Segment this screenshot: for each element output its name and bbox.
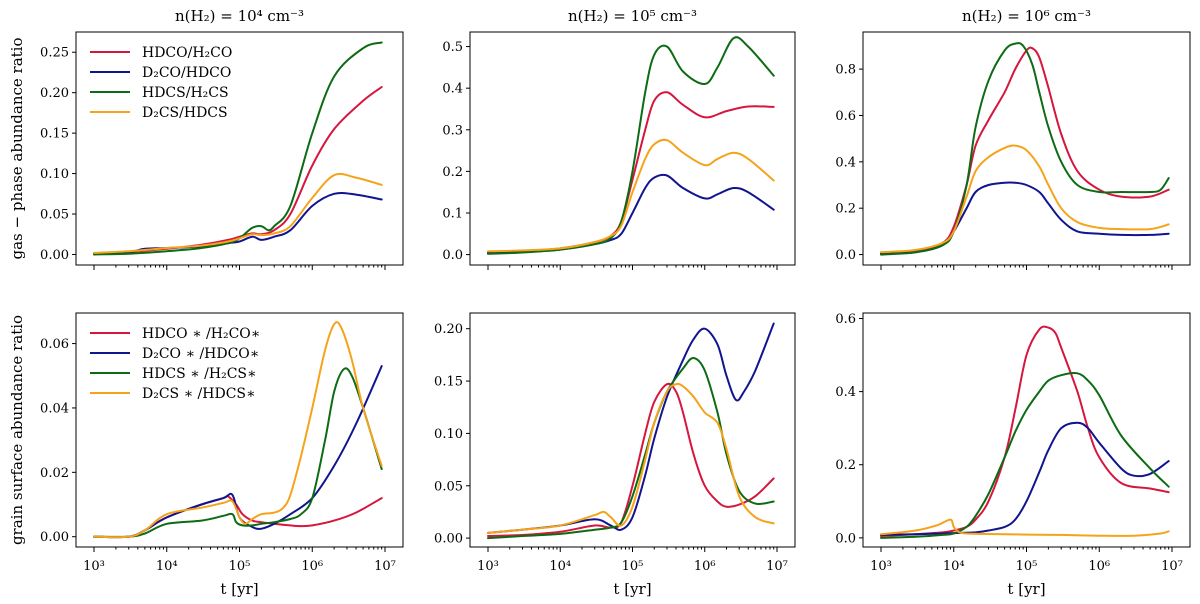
x-tick-label: 10⁷	[766, 559, 788, 574]
series-line-4	[487, 382, 775, 534]
series-line-1	[487, 91, 775, 254]
axes-frame	[75, 31, 404, 266]
y-axis-label: gas − phase abundance ratio	[8, 38, 26, 260]
legend-label: D₂CO ∗ /HDCO∗	[142, 346, 259, 362]
series-line-4	[93, 172, 383, 254]
panel-grain-1e4: 0.00 0.02 0.04 0.06 10³ 10⁴ 10⁵ 10⁶ 10⁷ t [yr] gra…	[8, 312, 404, 598]
x-tick-label: 10³	[477, 559, 499, 574]
series-line-1	[93, 86, 383, 255]
legend-label: HDCS/H₂CS	[142, 85, 229, 101]
series-line-1	[880, 46, 1170, 255]
y-axis-label: grain surface abundance ratio	[8, 315, 26, 545]
y-tick-label: 0.0	[835, 531, 856, 546]
series-line-3	[93, 41, 383, 256]
series-line-2	[487, 322, 775, 534]
x-tick-label: 10⁴	[156, 559, 178, 574]
y-tick-label: 0.0	[442, 248, 463, 263]
series-line-2	[93, 191, 383, 255]
y-tick-label: 0.02	[40, 466, 69, 481]
series-line-1	[487, 382, 775, 537]
legend-label: HDCO/H₂CO	[142, 45, 232, 61]
y-tick-label: 0.3	[442, 123, 463, 138]
y-tick-label: 0.4	[835, 385, 856, 400]
x-axis-label: t [yr]	[613, 580, 651, 598]
series-line-4	[93, 321, 383, 539]
legend-label: HDCO ∗ /H₂CO∗	[142, 326, 260, 342]
axes-frame	[469, 312, 796, 548]
panel-gas-1e6: 0.0 0.2 0.4 0.6 0.8 n(H₂) = 10⁶ cm⁻³	[835, 7, 1191, 270]
y-tick-label: 0.04	[40, 401, 69, 416]
series-line-4	[880, 518, 1170, 537]
x-axis-label: t [yr]	[1007, 580, 1045, 598]
series-line-4	[880, 144, 1170, 254]
y-tick-label: 0.15	[40, 127, 69, 142]
x-tick-label: 10⁷	[1161, 559, 1183, 574]
legend-label: HDCS ∗ /H₂CS∗	[142, 366, 257, 382]
y-tick-label: 0.00	[40, 248, 69, 263]
y-tick-label: 0.5	[442, 40, 463, 55]
panel-grain-1e6: 0.0 0.2 0.4 0.6 10³ 10⁴ 10⁵ 10⁶ 10⁷ t [yr]	[835, 312, 1191, 598]
legend-label: D₂CO/HDCO	[142, 65, 231, 81]
y-tick-label: 0.2	[835, 458, 856, 473]
x-tick-label: 10⁵	[622, 559, 644, 574]
legend-label: D₂CS/HDCS	[142, 105, 228, 121]
x-tick-label: 10³	[83, 559, 105, 574]
y-tick-label: 0.6	[835, 312, 856, 327]
x-tick-label: 10³	[870, 559, 892, 574]
y-tick-label: 0.15	[434, 375, 463, 390]
y-tick-label: 0.1	[442, 206, 463, 221]
y-tick-label: 0.25	[40, 46, 69, 61]
y-tick-label: 0.06	[40, 337, 69, 352]
x-tick-label: 10⁶	[1088, 559, 1110, 574]
x-tick-label: 10⁴	[943, 559, 965, 574]
axes-frame	[469, 31, 796, 266]
legend-label: D₂CS ∗ /HDCS∗	[142, 386, 256, 402]
axes-frame	[862, 312, 1191, 548]
y-tick-label: 0.05	[40, 208, 69, 223]
y-tick-label: 0.2	[442, 165, 463, 180]
y-tick-label: 0.4	[835, 155, 856, 170]
series-line-3	[487, 36, 775, 255]
panel-title: n(H₂) = 10⁵ cm⁻³	[568, 7, 697, 25]
panel-title: n(H₂) = 10⁴ cm⁻³	[175, 7, 304, 25]
y-tick-label: 0.00	[40, 530, 69, 545]
x-tick-label: 10⁴	[549, 559, 571, 574]
y-tick-label: 0.20	[40, 86, 69, 101]
y-tick-label: 0.8	[835, 63, 856, 78]
y-tick-label: 0.05	[434, 479, 463, 494]
series-line-1	[93, 495, 383, 539]
y-tick-label: 0.10	[40, 167, 69, 182]
y-tick-label: 0.6	[835, 109, 856, 124]
panel-grain-1e5: 0.00 0.05 0.10 0.15 0.20 10³ 10⁴ 10⁵ 10⁶ 10⁷ t [yr…	[434, 312, 796, 598]
series-line-1	[880, 325, 1170, 537]
x-tick-label: 10⁶	[301, 559, 323, 574]
y-tick-label: 0.10	[434, 427, 463, 442]
y-tick-label: 0.0	[835, 248, 856, 263]
y-tick-label: 0.20	[434, 322, 463, 337]
series-line-2	[880, 181, 1170, 255]
x-tick-label: 10⁶	[694, 559, 716, 574]
y-tick-label: 0.00	[434, 532, 463, 547]
panel-title: n(H₂) = 10⁶ cm⁻³	[962, 7, 1091, 25]
panel-gas-1e4: 0.00 0.05 0.10 0.15 0.20 0.25 n(H₂) = 10⁴ cm⁻³…	[8, 7, 404, 270]
y-tick-label: 0.2	[835, 202, 856, 217]
x-axis-label: t [yr]	[220, 580, 258, 598]
panel-gas-1e5: 0.0 0.1 0.2 0.3 0.4 0.5 n(H₂) = 10⁵ cm⁻³	[442, 7, 796, 270]
x-tick-label: 10⁵	[229, 559, 251, 574]
series-line-4	[487, 138, 775, 253]
series-line-3	[880, 372, 1170, 539]
y-tick-label: 0.4	[442, 82, 463, 97]
series-line-2	[880, 421, 1170, 536]
series-line-3	[93, 367, 383, 538]
x-tick-label: 10⁷	[374, 559, 396, 574]
x-tick-label: 10⁵	[1016, 559, 1038, 574]
